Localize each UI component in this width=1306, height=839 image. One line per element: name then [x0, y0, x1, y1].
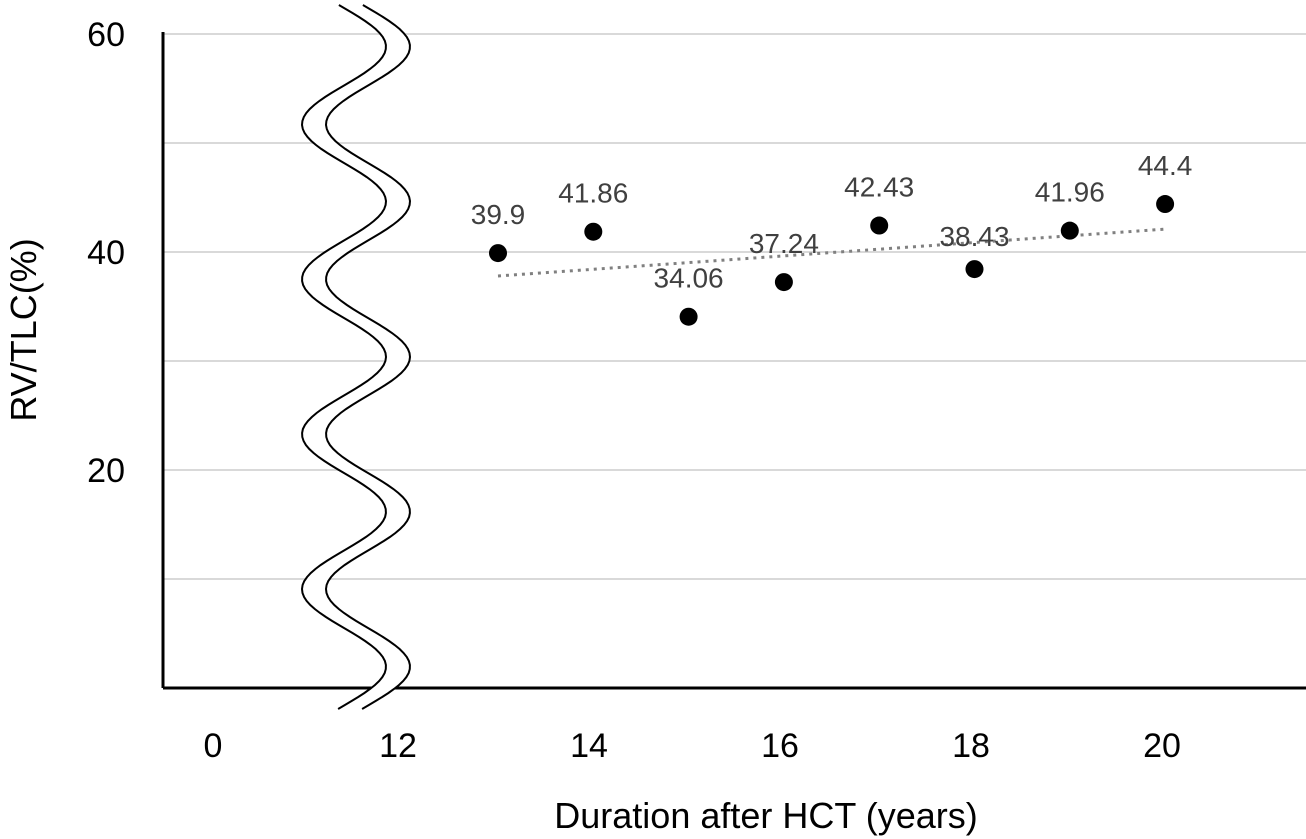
data-point [774, 273, 793, 292]
y-tick-label: 20 [87, 452, 125, 490]
data-point [489, 244, 507, 263]
data-label: 34.06 [654, 263, 724, 294]
x-tick-labels: 0 12 14 16 18 20 [204, 727, 1181, 765]
data-label: 42.43 [844, 172, 914, 203]
data-point [1156, 195, 1175, 214]
data-point [1060, 221, 1079, 240]
data-label: 37.24 [749, 228, 819, 259]
data-point [584, 222, 603, 241]
x-tick-label: 18 [952, 727, 990, 765]
x-tick-label: 20 [1143, 727, 1181, 765]
data-label: 44.4 [1138, 150, 1193, 181]
y-tick-label: 40 [87, 234, 125, 272]
x-tick-label: 14 [570, 727, 608, 765]
x-tick-label: 16 [761, 727, 799, 765]
y-axis-title: RV/TLC(%) [3, 238, 44, 421]
y-tick-labels: 20 40 60 [87, 16, 125, 490]
data-point [965, 260, 984, 279]
data-label: 38.43 [939, 221, 1009, 252]
data-label: 41.96 [1035, 177, 1105, 208]
data-labels: 39.9 41.86 34.06 37.24 42.43 38.43 41.96 44.4 [471, 150, 1193, 294]
data-point [870, 216, 889, 235]
x-tick-label: 12 [379, 727, 417, 765]
x-tick-label: 0 [204, 727, 223, 765]
data-points [489, 195, 1175, 326]
x-axis-title: Duration after HCT (years) [554, 795, 977, 836]
data-label: 41.86 [558, 178, 628, 209]
y-tick-label: 60 [87, 16, 125, 54]
data-point [679, 307, 698, 326]
axis-break-squiggle [300, 4, 412, 710]
data-label: 39.9 [471, 199, 526, 230]
